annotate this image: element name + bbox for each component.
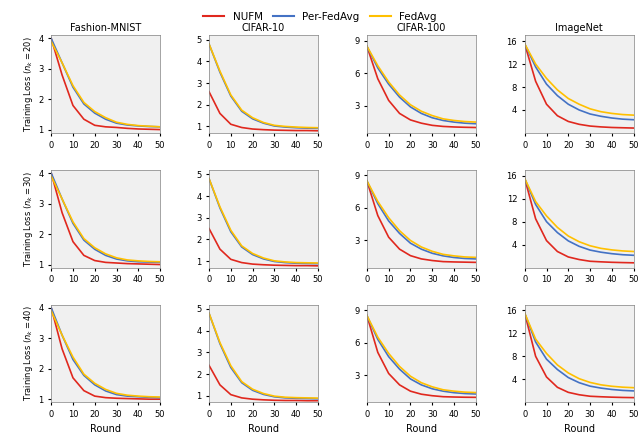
X-axis label: Round: Round [564, 424, 595, 434]
Y-axis label: Training Loss $(n_k = 20)$: Training Loss $(n_k = 20)$ [22, 36, 35, 132]
X-axis label: Round: Round [90, 424, 121, 434]
Legend: NUFM, Per-FedAvg, FedAvg: NUFM, Per-FedAvg, FedAvg [199, 8, 441, 26]
Title: Fashion-MNIST: Fashion-MNIST [70, 23, 141, 33]
Y-axis label: Training Loss $(n_k = 40)$: Training Loss $(n_k = 40)$ [22, 305, 35, 401]
Y-axis label: Training Loss $(n_k = 30)$: Training Loss $(n_k = 30)$ [22, 171, 35, 267]
X-axis label: Round: Round [406, 424, 437, 434]
X-axis label: Round: Round [248, 424, 279, 434]
Title: CIFAR-10: CIFAR-10 [242, 23, 285, 33]
Title: ImageNet: ImageNet [556, 23, 603, 33]
Title: CIFAR-100: CIFAR-100 [397, 23, 446, 33]
